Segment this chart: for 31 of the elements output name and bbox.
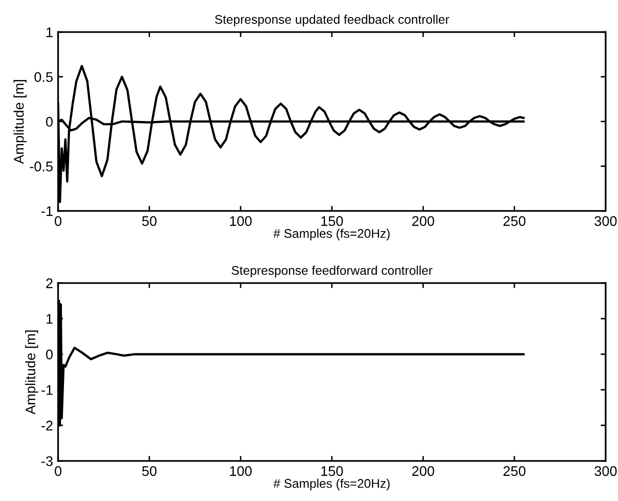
y-tick-label: -0.5 [30, 162, 53, 172]
x-tick-label: 150 [321, 466, 343, 476]
x-tick-label: 300 [594, 216, 617, 226]
x-tick-label: 50 [142, 216, 157, 226]
y-tick-label: -1 [42, 206, 53, 216]
x-tick-label: 100 [230, 466, 252, 476]
x-tick-label: 300 [594, 466, 617, 476]
chart-title: Stepresponse feedforward controller [232, 266, 432, 278]
y-tick-label: 0 [46, 350, 53, 360]
x-tick-label: 250 [503, 216, 526, 226]
x-tick-label: 0 [54, 216, 62, 226]
x-tick-label: 150 [321, 216, 343, 226]
x-tick-label: 200 [412, 216, 434, 226]
y-tick-label: 1 [46, 28, 53, 38]
y-tick-label: -1 [42, 385, 53, 395]
x-tick-label: 0 [54, 466, 62, 476]
y-axis-title: Amplitude [m] [14, 80, 27, 164]
x-axis-title: # Samples (fs=20Hz) [273, 478, 390, 490]
y-tick-label: 2 [46, 278, 53, 288]
y-tick-label: 0.5 [34, 72, 53, 82]
y-tick-label: -3 [42, 456, 53, 466]
y-axis-title: Amplitude [m] [25, 330, 38, 414]
y-tick-label: 1 [46, 314, 53, 324]
y-tick-label: -2 [42, 420, 53, 430]
x-axis-title: # Samples (fs=20Hz) [273, 228, 390, 240]
x-tick-label: 50 [142, 466, 157, 476]
y-tick-label: 0 [46, 116, 53, 127]
x-tick-label: 200 [412, 466, 434, 476]
x-tick-label: 250 [503, 466, 526, 476]
x-tick-label: 100 [230, 216, 252, 226]
chart-title: Stepresponse updated feedback controller [215, 14, 450, 26]
